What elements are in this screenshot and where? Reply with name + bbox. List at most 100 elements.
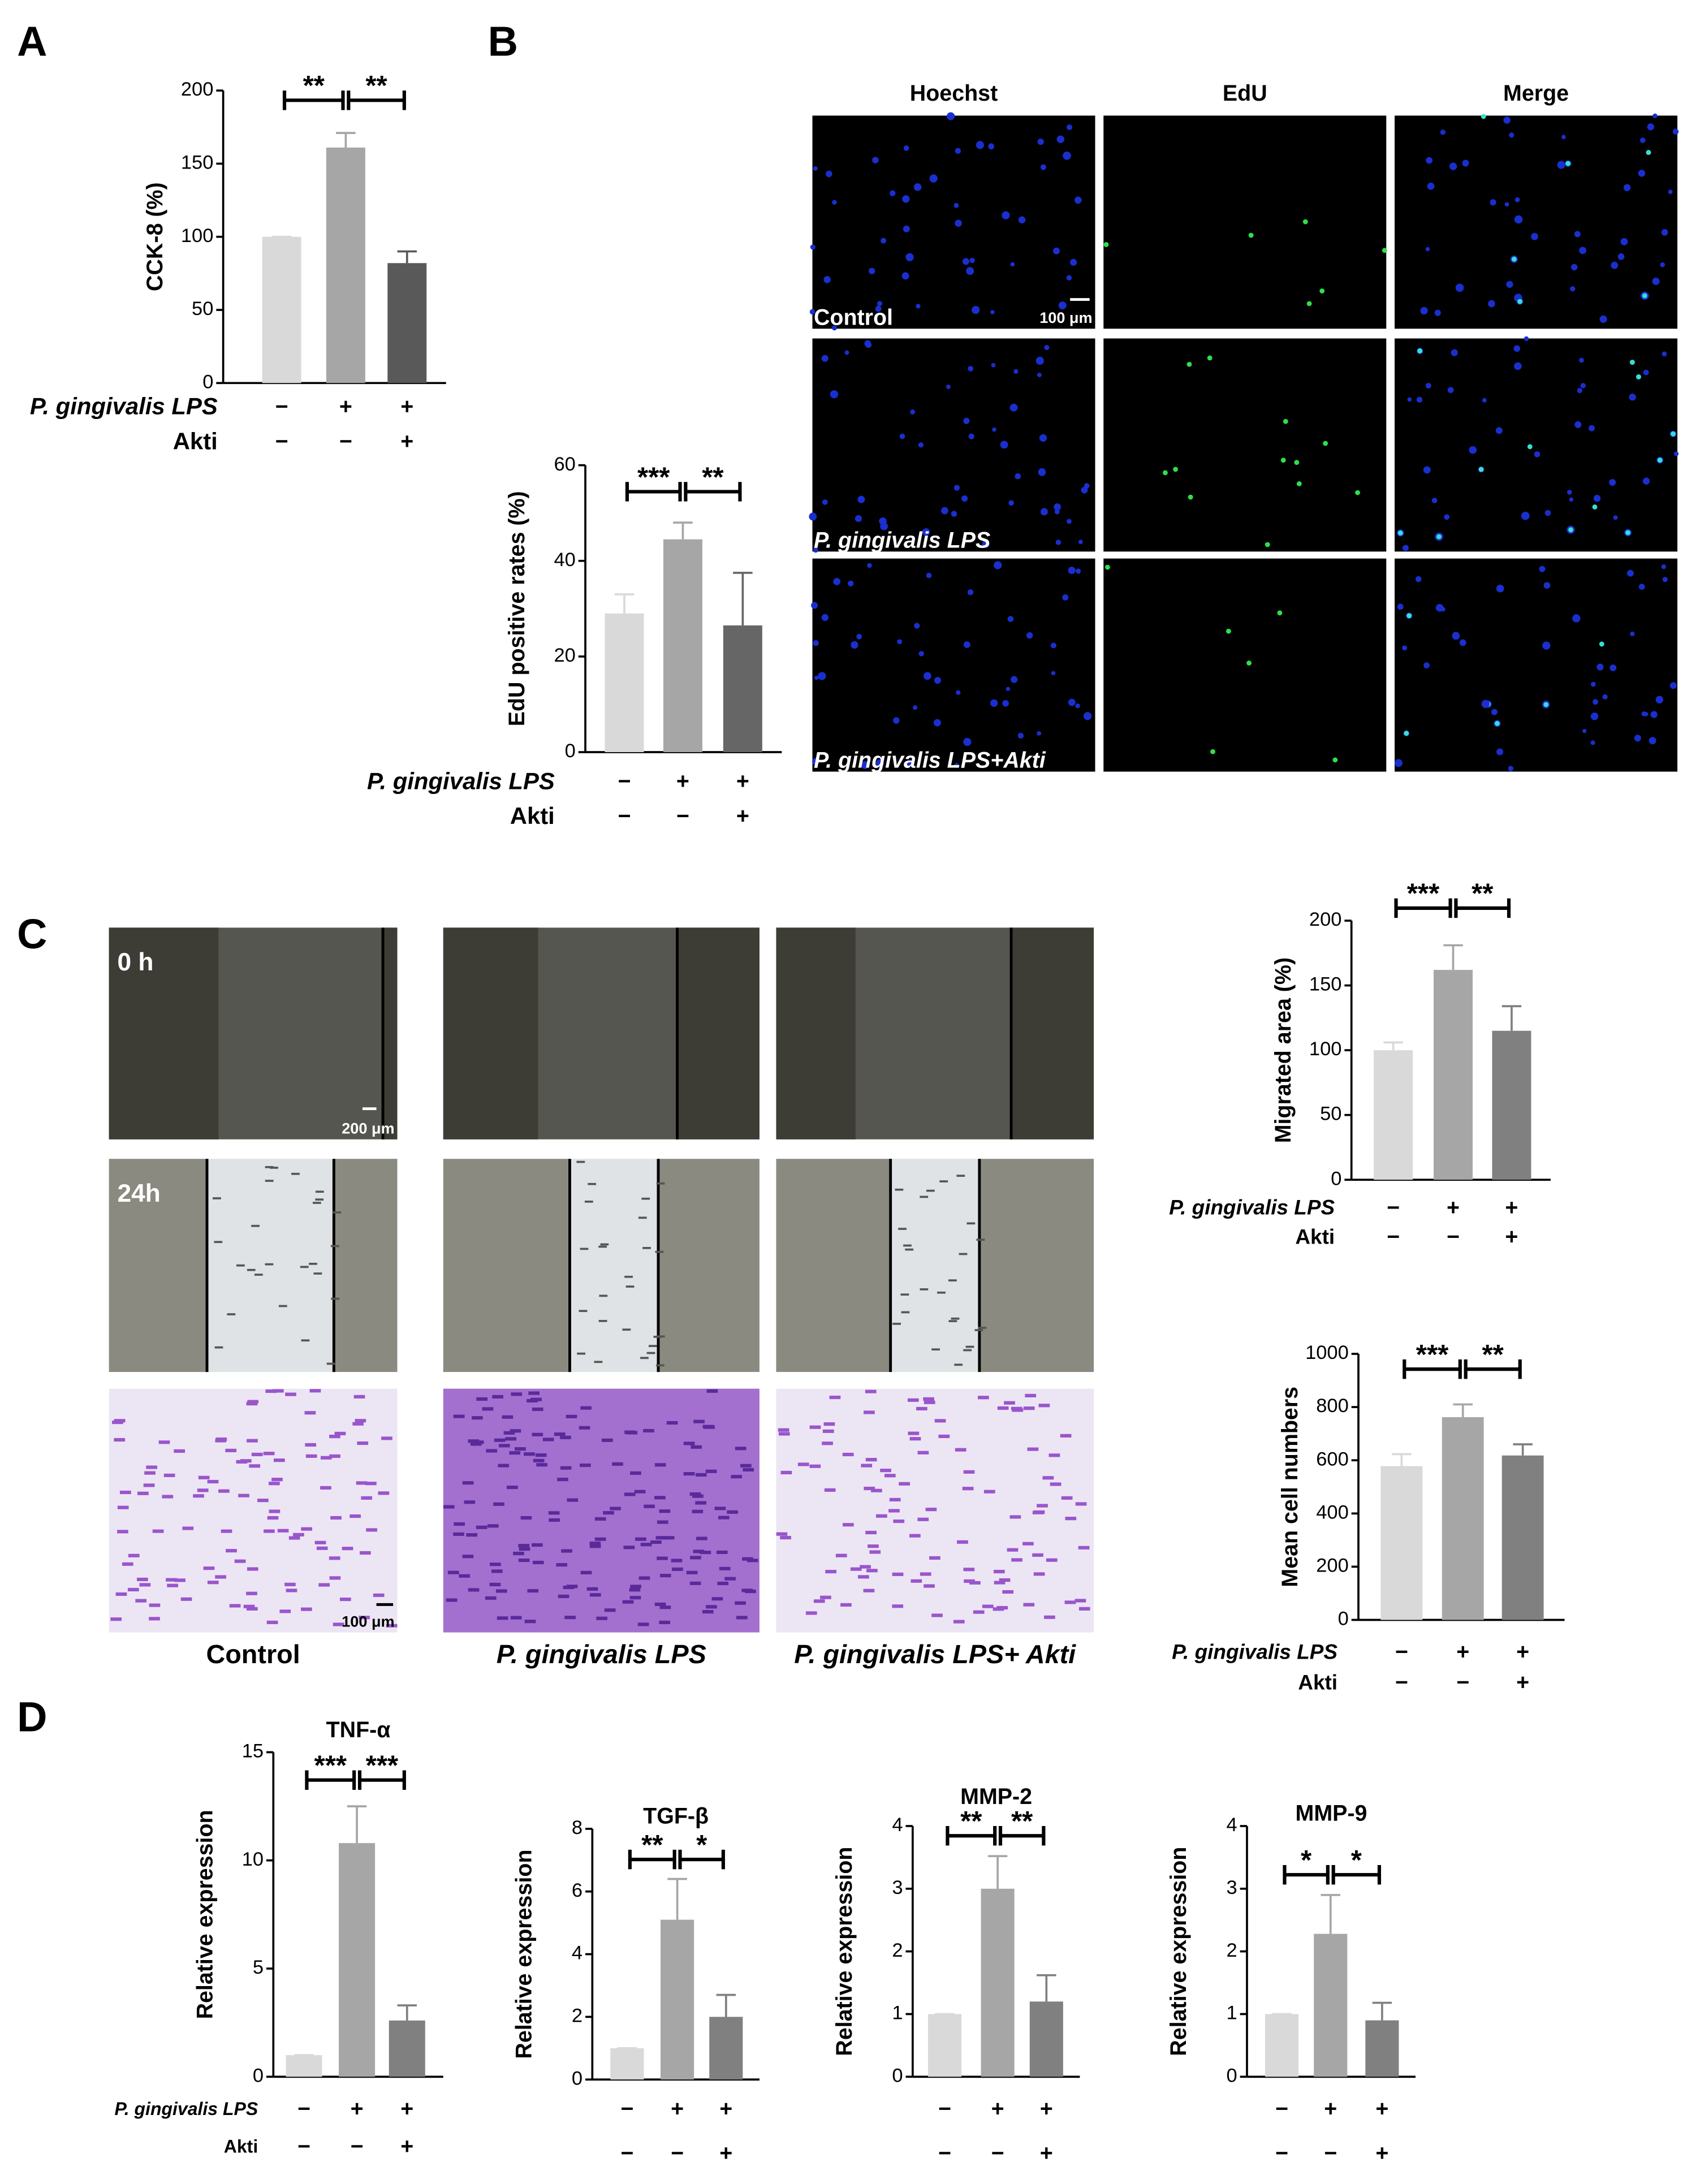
migrated-cell bbox=[900, 1293, 909, 1296]
bar bbox=[1265, 2014, 1299, 2077]
stained-cell bbox=[240, 1459, 252, 1463]
migrated-cell bbox=[624, 1275, 633, 1278]
migrated-cell bbox=[976, 1238, 985, 1241]
stained-cell bbox=[285, 1392, 296, 1396]
stained-cell bbox=[320, 1486, 331, 1490]
edu-cell bbox=[1280, 457, 1286, 463]
stained-cell bbox=[589, 1544, 601, 1548]
nucleus bbox=[933, 719, 941, 727]
stained-cell bbox=[193, 1494, 204, 1498]
stained-cell bbox=[702, 1425, 714, 1428]
stained-cell bbox=[630, 1585, 641, 1589]
nucleus bbox=[1000, 441, 1008, 449]
condition-sign: − bbox=[620, 2141, 633, 2166]
stained-cell bbox=[507, 1486, 518, 1490]
migrated-cell bbox=[959, 1253, 968, 1255]
y-tick-label: 100 bbox=[181, 225, 214, 247]
stained-cell bbox=[659, 1509, 671, 1513]
nucleus bbox=[905, 253, 914, 261]
stained-cell bbox=[604, 1608, 616, 1612]
stained-cell bbox=[476, 1525, 487, 1529]
nucleus bbox=[918, 442, 924, 448]
stained-cell bbox=[863, 1589, 875, 1592]
significance-label: ** bbox=[641, 1829, 663, 1861]
stained-cell bbox=[899, 1482, 910, 1486]
nucleus bbox=[1661, 564, 1667, 569]
y-tick-label: 5 bbox=[253, 1957, 264, 1978]
stained-cell bbox=[366, 1528, 377, 1532]
nucleus bbox=[1609, 479, 1616, 486]
migrated-cell bbox=[315, 1190, 324, 1193]
stained-cell bbox=[1022, 1542, 1034, 1546]
nucleus bbox=[913, 705, 918, 710]
migrated-cell bbox=[330, 1245, 339, 1248]
stained-cell bbox=[635, 1537, 646, 1541]
stained-cell bbox=[528, 1391, 540, 1395]
edu-cell bbox=[1173, 467, 1178, 472]
stained-cell bbox=[1011, 1406, 1022, 1410]
migrated-cell bbox=[576, 1160, 585, 1163]
stained-cell bbox=[476, 1397, 488, 1401]
stained-cell bbox=[1075, 1502, 1087, 1506]
migrated-cell bbox=[656, 1182, 665, 1185]
y-axis-label: Mean cell numbers bbox=[1278, 1387, 1302, 1587]
bar bbox=[1501, 1455, 1544, 1620]
bar bbox=[605, 613, 644, 753]
stained-cell bbox=[693, 1419, 705, 1423]
nucleus bbox=[1668, 189, 1673, 195]
edu-cell bbox=[1188, 494, 1193, 500]
nucleus bbox=[1561, 135, 1566, 140]
y-tick-label: 200 bbox=[1309, 909, 1342, 930]
nucleus bbox=[1469, 446, 1477, 454]
y-axis-label: Relative expression bbox=[512, 1850, 537, 2059]
nucleus bbox=[946, 385, 951, 389]
stained-cell bbox=[533, 1458, 545, 1462]
nucleus bbox=[1037, 373, 1042, 377]
nucleus bbox=[1084, 483, 1090, 489]
stained-cell bbox=[277, 1529, 289, 1533]
condition-label: Akti bbox=[510, 802, 555, 829]
migrated-cell bbox=[956, 1175, 965, 1177]
migrated-cell bbox=[963, 1349, 972, 1352]
stained-cell bbox=[596, 1616, 607, 1620]
stained-cell bbox=[797, 1462, 809, 1466]
stained-cell bbox=[330, 1516, 342, 1520]
stained-cell bbox=[117, 1505, 129, 1509]
nucleus bbox=[991, 362, 996, 368]
migrated-cell bbox=[939, 1180, 948, 1182]
nucleus bbox=[1044, 344, 1050, 351]
chart-title: MMP-2 bbox=[960, 1784, 1032, 1809]
micrograph bbox=[1395, 115, 1678, 329]
nucleus bbox=[1013, 369, 1019, 374]
stained-cell bbox=[865, 1389, 877, 1393]
migrated-cell bbox=[655, 1250, 664, 1253]
y-tick-label: 1 bbox=[1227, 2002, 1237, 2024]
bar bbox=[326, 147, 365, 383]
stained-cell bbox=[515, 1447, 526, 1451]
nucleus bbox=[1040, 164, 1046, 170]
condition-sign: + bbox=[991, 2096, 1004, 2121]
stained-cell bbox=[962, 1487, 974, 1491]
stained-cell bbox=[229, 1604, 241, 1608]
nucleus bbox=[955, 219, 962, 227]
stained-cell bbox=[1061, 1496, 1073, 1500]
error-bar bbox=[673, 521, 693, 539]
stained-cell bbox=[663, 1536, 675, 1540]
stained-cell bbox=[511, 1392, 523, 1396]
stained-cell bbox=[305, 1454, 317, 1458]
y-tick-label: 1 bbox=[892, 2002, 903, 2024]
stained-cell bbox=[166, 1578, 177, 1582]
nucleus bbox=[1655, 696, 1664, 703]
stained-cell bbox=[1033, 1572, 1045, 1576]
stained-cell bbox=[215, 1437, 227, 1441]
nucleus bbox=[1037, 139, 1044, 145]
condition-label: Akti bbox=[1298, 1671, 1337, 1694]
error-bar bbox=[1321, 1894, 1340, 1934]
y-tick-label: 15 bbox=[242, 1741, 264, 1762]
y-tick-label: 0 bbox=[253, 2065, 264, 2086]
error-bar bbox=[1501, 1005, 1522, 1031]
nucleus bbox=[1010, 262, 1015, 267]
stained-cell bbox=[716, 1550, 728, 1555]
nucleus bbox=[1534, 451, 1541, 457]
edu-cell bbox=[1478, 467, 1484, 472]
